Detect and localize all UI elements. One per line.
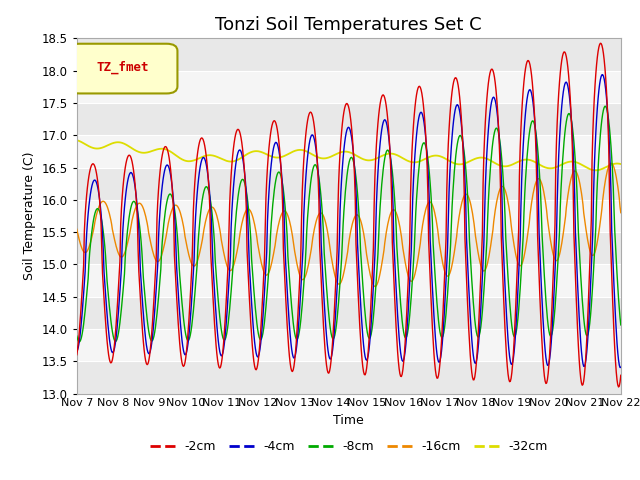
FancyBboxPatch shape — [68, 44, 177, 94]
Title: Tonzi Soil Temperatures Set C: Tonzi Soil Temperatures Set C — [216, 16, 482, 34]
Bar — [77, 200, 621, 232]
Bar — [77, 361, 621, 394]
Text: TZ_fmet: TZ_fmet — [97, 61, 149, 74]
Y-axis label: Soil Temperature (C): Soil Temperature (C) — [23, 152, 36, 280]
Bar — [77, 135, 621, 168]
Bar — [77, 297, 621, 329]
X-axis label: Time: Time — [333, 414, 364, 427]
Bar — [77, 168, 621, 200]
Bar — [77, 103, 621, 135]
Bar — [77, 329, 621, 361]
Bar — [77, 264, 621, 297]
Bar — [77, 232, 621, 264]
Legend: -2cm, -4cm, -8cm, -16cm, -32cm: -2cm, -4cm, -8cm, -16cm, -32cm — [145, 435, 553, 458]
Bar — [77, 71, 621, 103]
Bar — [77, 38, 621, 71]
